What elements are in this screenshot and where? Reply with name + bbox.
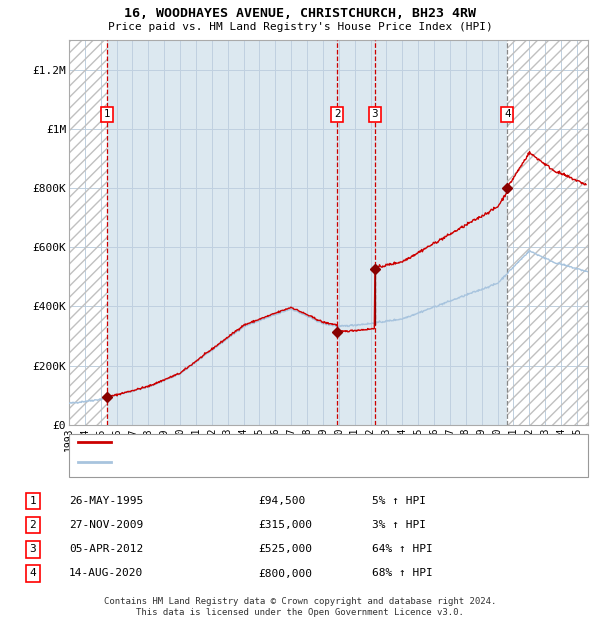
- Text: HPI: Average price, detached house, Bournemouth Christchurch and Poole: HPI: Average price, detached house, Bour…: [117, 457, 528, 467]
- Text: 05-APR-2012: 05-APR-2012: [69, 544, 143, 554]
- Text: 14-AUG-2020: 14-AUG-2020: [69, 569, 143, 578]
- Text: 64% ↑ HPI: 64% ↑ HPI: [372, 544, 433, 554]
- Text: £525,000: £525,000: [258, 544, 312, 554]
- Text: 3: 3: [371, 109, 378, 119]
- Text: 4: 4: [29, 569, 37, 578]
- Text: 1: 1: [29, 496, 37, 506]
- Bar: [508, 40, 588, 425]
- Text: 26-MAY-1995: 26-MAY-1995: [69, 496, 143, 506]
- Text: 16, WOODHAYES AVENUE, CHRISTCHURCH, BH23 4RW: 16, WOODHAYES AVENUE, CHRISTCHURCH, BH23…: [124, 7, 476, 20]
- Bar: [69, 40, 107, 425]
- Text: 3% ↑ HPI: 3% ↑ HPI: [372, 520, 426, 530]
- Text: 16, WOODHAYES AVENUE, CHRISTCHURCH, BH23 4RW (detached house): 16, WOODHAYES AVENUE, CHRISTCHURCH, BH23…: [117, 437, 475, 447]
- Text: £315,000: £315,000: [258, 520, 312, 530]
- Bar: [508, 40, 588, 425]
- Text: 4: 4: [504, 109, 511, 119]
- Text: 27-NOV-2009: 27-NOV-2009: [69, 520, 143, 530]
- Text: Price paid vs. HM Land Registry's House Price Index (HPI): Price paid vs. HM Land Registry's House …: [107, 22, 493, 32]
- Bar: [69, 40, 107, 425]
- Text: Contains HM Land Registry data © Crown copyright and database right 2024.
This d: Contains HM Land Registry data © Crown c…: [104, 598, 496, 617]
- Text: 2: 2: [29, 520, 37, 530]
- Text: £800,000: £800,000: [258, 569, 312, 578]
- Text: 1: 1: [104, 109, 110, 119]
- Text: 3: 3: [29, 544, 37, 554]
- Text: 68% ↑ HPI: 68% ↑ HPI: [372, 569, 433, 578]
- Text: 2: 2: [334, 109, 341, 119]
- Text: 5% ↑ HPI: 5% ↑ HPI: [372, 496, 426, 506]
- Text: £94,500: £94,500: [258, 496, 305, 506]
